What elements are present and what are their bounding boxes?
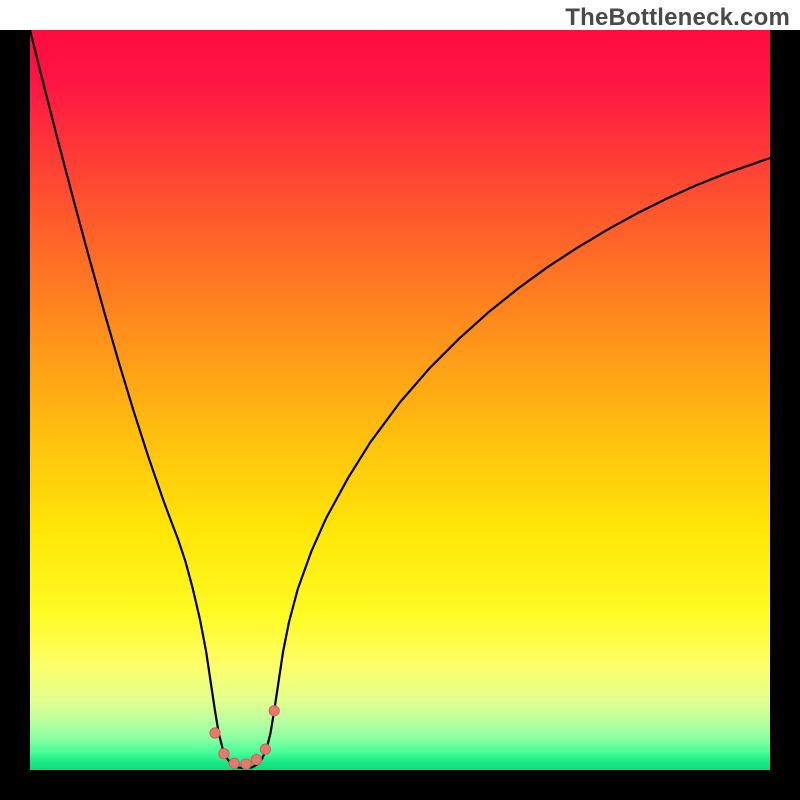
curve-marker bbox=[241, 759, 251, 769]
curve-marker bbox=[229, 758, 239, 768]
plot-svg bbox=[30, 30, 770, 770]
curve-marker bbox=[219, 749, 229, 759]
plot-area bbox=[30, 30, 770, 770]
watermark-text: TheBottleneck.com bbox=[565, 4, 790, 32]
curve-marker bbox=[269, 706, 279, 716]
chart-frame bbox=[0, 30, 800, 800]
curve-marker bbox=[210, 728, 220, 738]
curve-marker bbox=[260, 744, 270, 754]
gradient-background bbox=[30, 30, 770, 770]
curve-marker bbox=[251, 754, 261, 764]
